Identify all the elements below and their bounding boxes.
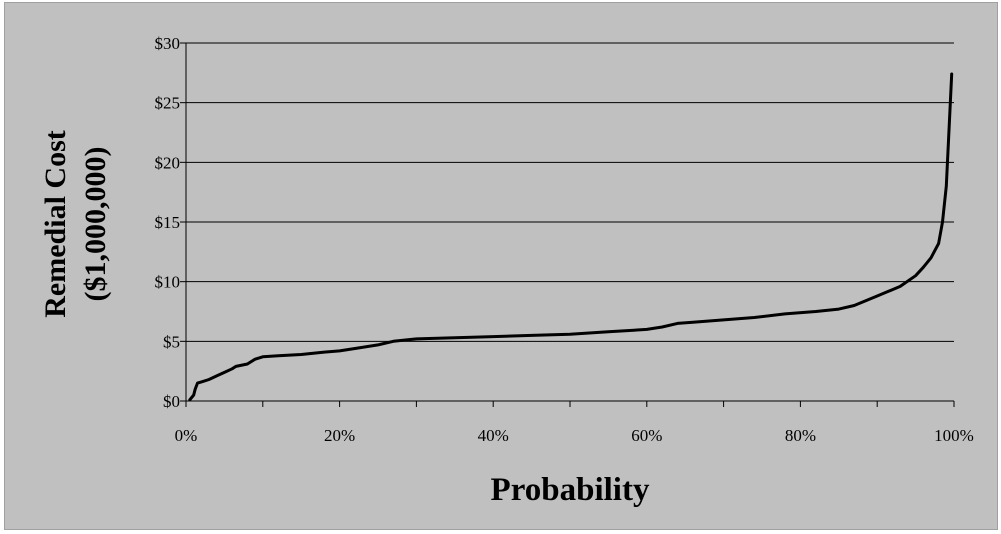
x-tick-label-5: 100% (934, 426, 974, 445)
x-tick-label-1: 20% (324, 426, 355, 445)
y-axis-title-line-1: Remedial Cost (39, 130, 72, 317)
y-tick-label-0: $0 (163, 392, 180, 411)
x-tick-label-0: 0% (175, 426, 198, 445)
series-line-0 (188, 72, 954, 402)
x-tick-label-2: 40% (478, 426, 509, 445)
y-tick-label-4: $20 (155, 153, 181, 172)
y-axis-title: Remedial Cost ($1,000,000) (39, 130, 112, 317)
x-tick-label-4: 80% (785, 426, 816, 445)
x-axis-title: Probability (491, 472, 650, 508)
tick-marks (180, 42, 955, 407)
y-tick-label-5: $25 (155, 94, 181, 113)
cost-probability-chart: $0 $5 $10 $15 $20 $25 $30 0% 20% 40% 60% 80% 100% Pr… (39, 34, 974, 508)
gridlines (186, 42, 954, 342)
y-axis-title-line-2: ($1,000,000) (79, 147, 112, 302)
y-tick-label-3: $15 (155, 213, 181, 232)
x-tick-label-3: 60% (631, 426, 662, 445)
y-tick-label-6: $30 (155, 34, 181, 53)
series-layer (188, 72, 954, 402)
y-tick-label-1: $5 (163, 332, 180, 351)
tick-labels: $0 $5 $10 $15 $20 $25 $30 0% 20% 40% 60% 80% 100% (155, 34, 974, 445)
y-tick-label-2: $10 (155, 273, 181, 292)
chart-area: $0 $5 $10 $15 $20 $25 $30 0% 20% 40% 60% 80% 100% Pr… (4, 2, 998, 530)
